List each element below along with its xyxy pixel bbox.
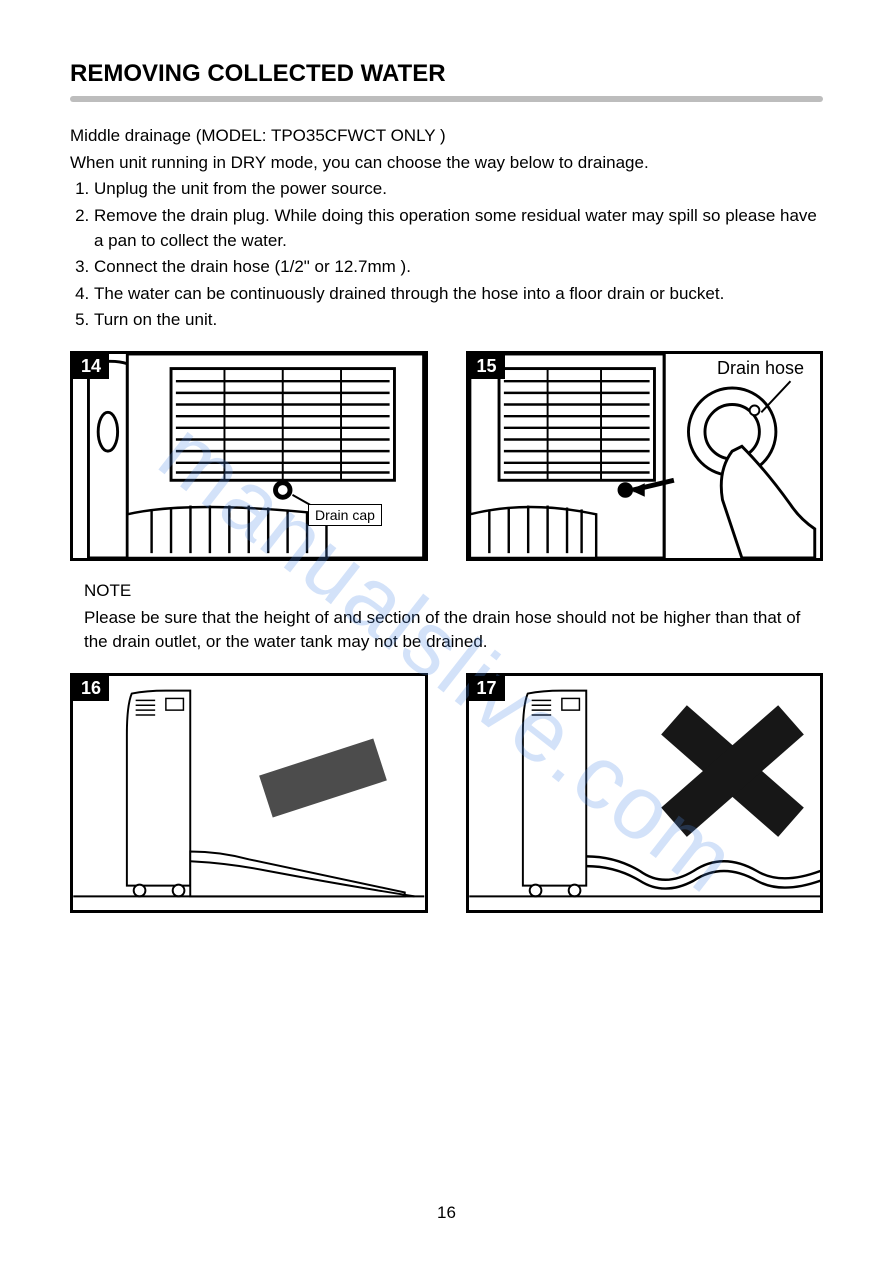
section-heading: REMOVING COLLECTED WATER xyxy=(70,60,823,88)
figure-number: 15 xyxy=(469,354,505,379)
figure-row-1: 14 xyxy=(70,351,823,561)
figure-number: 16 xyxy=(73,676,109,701)
figure-17-svg xyxy=(469,676,821,910)
figure-16-svg xyxy=(73,676,425,910)
step-item: The water can be continuously drained th… xyxy=(94,282,823,307)
figure-16: 16 xyxy=(70,673,428,913)
intro-text: When unit running in DRY mode, you can c… xyxy=(70,151,823,176)
step-item: Unplug the unit from the power source. xyxy=(94,177,823,202)
step-item: Connect the drain hose (1/2" or 12.7mm )… xyxy=(94,255,823,280)
note-title: NOTE xyxy=(84,579,823,604)
note-text: Please be sure that the height of and se… xyxy=(84,606,823,655)
steps-list: Unplug the unit from the power source. R… xyxy=(70,177,823,333)
figure-15: 15 Drain hose xyxy=(466,351,824,561)
figure-number: 17 xyxy=(469,676,505,701)
drain-cap-callout: Drain cap xyxy=(308,504,382,526)
step-item: Turn on the unit. xyxy=(94,308,823,333)
divider xyxy=(70,96,823,102)
figure-15-svg xyxy=(469,354,821,558)
note-block: NOTE Please be sure that the height of a… xyxy=(70,579,823,655)
figure-number: 14 xyxy=(73,354,109,379)
model-subheading: Middle drainage (MODEL: TPO35CFWCT ONLY … xyxy=(70,124,823,149)
step-item: Remove the drain plug. While doing this … xyxy=(94,204,823,253)
figure-17: 17 xyxy=(466,673,824,913)
figure-row-2: 16 17 xyxy=(70,673,823,913)
figure-14: 14 xyxy=(70,351,428,561)
figure-14-svg xyxy=(73,354,425,558)
page-number: 16 xyxy=(0,1203,893,1223)
